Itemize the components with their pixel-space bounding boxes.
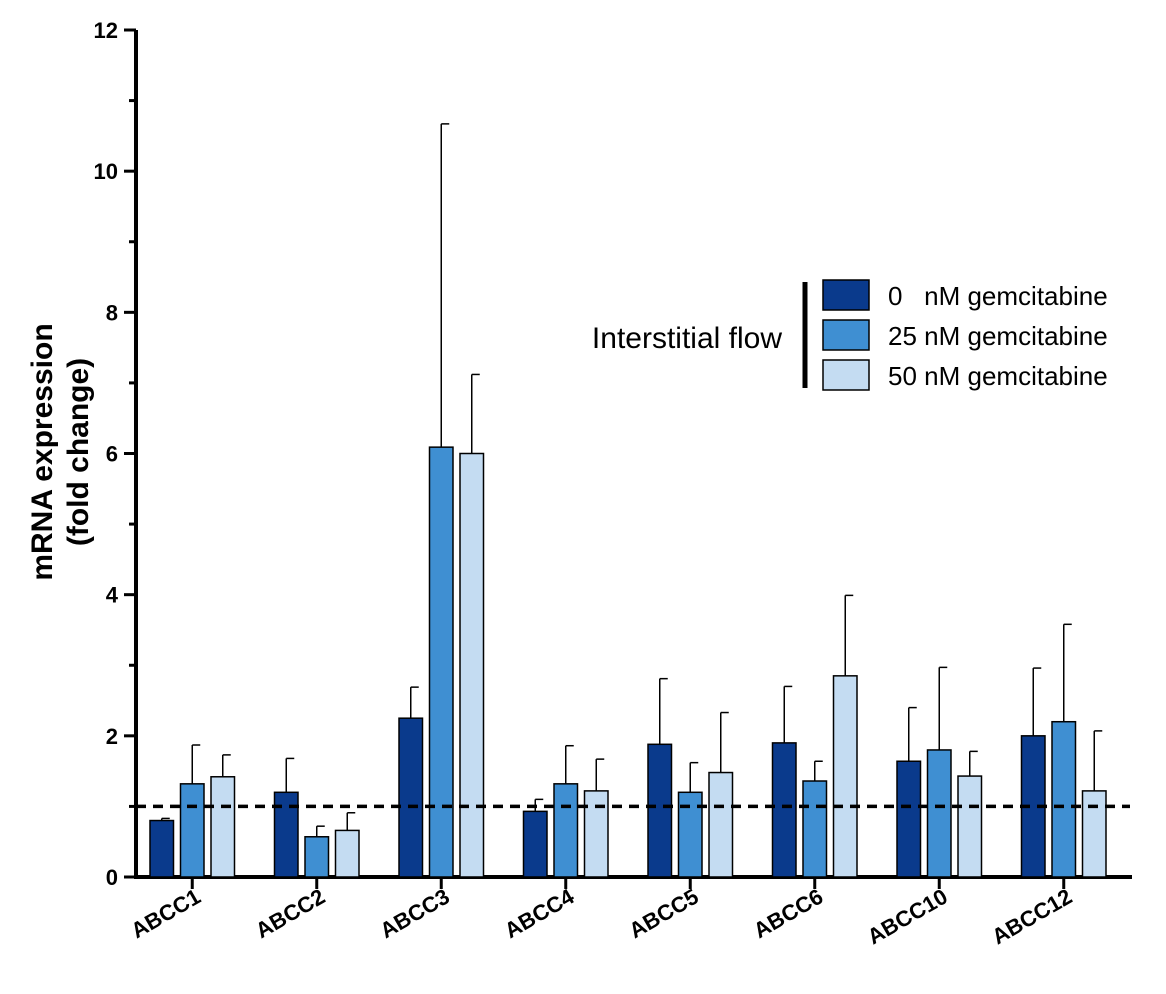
- bar-abcc12-s1: [1051, 720, 1077, 878]
- legend-label-s2: 50 nM gemcitabine: [888, 361, 1108, 391]
- category-label-abcc5: ABCC5: [625, 884, 703, 944]
- y-axis: 0 2 4 6 8 10 12: [94, 18, 138, 890]
- category-label-abcc1: ABCC1: [127, 884, 205, 944]
- y-tick-label: 4: [106, 583, 119, 608]
- bar-abcc10-s1: [926, 749, 952, 878]
- category-label-abcc3: ABCC3: [376, 884, 454, 944]
- category-label-abcc2: ABCC2: [251, 884, 329, 944]
- bar-abcc4-s0: [522, 810, 548, 878]
- bar-abcc4-s1: [553, 783, 579, 878]
- error-bars-group: [161, 123, 1103, 837]
- y-tick-label: 6: [106, 442, 118, 467]
- y-axis-title-line1: mRNA expression: [26, 323, 59, 580]
- legend-label-s1: 25 nM gemcitabine: [888, 321, 1108, 351]
- bar-abcc5-s2: [708, 771, 734, 878]
- bar-abcc1-s0: [149, 819, 175, 878]
- legend-title: Interstitial flow: [592, 322, 782, 355]
- y-tick-label: 2: [106, 724, 118, 749]
- category-label-abcc12: ABCC12: [988, 884, 1077, 950]
- bar-abcc2-s2: [334, 829, 360, 878]
- y-tick-label: 0: [106, 865, 118, 890]
- bar-abcc4-s2: [583, 790, 609, 878]
- bar-abcc6-s2: [832, 675, 858, 878]
- category-labels: ABCC1 ABCC2 ABCC3 ABCC4 ABCC5 ABCC6 ABCC10 ABCC…: [127, 883, 1077, 949]
- bar-abcc3-s0: [398, 717, 424, 878]
- y-tick-label: 10: [94, 159, 118, 184]
- bar-abcc10-s0: [896, 760, 922, 878]
- y-axis-title-line2: (fold change): [62, 358, 95, 546]
- legend-swatch-s0: [822, 279, 870, 311]
- bar-abcc1-s2: [210, 776, 236, 878]
- bar-abcc1-s1: [179, 783, 205, 878]
- legend-label-s0: 0 nM gemcitabine: [888, 281, 1108, 311]
- bar-abcc3-s1: [428, 446, 454, 878]
- y-tick-label: 12: [94, 18, 118, 43]
- legend-swatch-s2: [822, 359, 870, 391]
- bar-abcc5-s0: [647, 743, 673, 878]
- category-label-abcc10: ABCC10: [863, 884, 952, 950]
- bar-abcc6-s1: [802, 780, 828, 878]
- bar-abcc2-s1: [304, 836, 330, 878]
- legend: Interstitial flow 0 nM gemcitabine 25 nM …: [592, 279, 1108, 391]
- category-label-abcc4: ABCC4: [500, 883, 579, 943]
- bar-abcc12-s2: [1081, 790, 1107, 878]
- y-tick-label: 8: [106, 300, 118, 325]
- bar-abcc10-s2: [957, 775, 983, 878]
- x-axis: [134, 875, 1132, 889]
- legend-swatch-s1: [822, 319, 870, 351]
- bar-abcc3-s2: [459, 452, 485, 878]
- bar-abcc6-s0: [771, 742, 797, 878]
- category-label-abcc6: ABCC6: [749, 884, 827, 944]
- bar-series-group: [149, 446, 1107, 878]
